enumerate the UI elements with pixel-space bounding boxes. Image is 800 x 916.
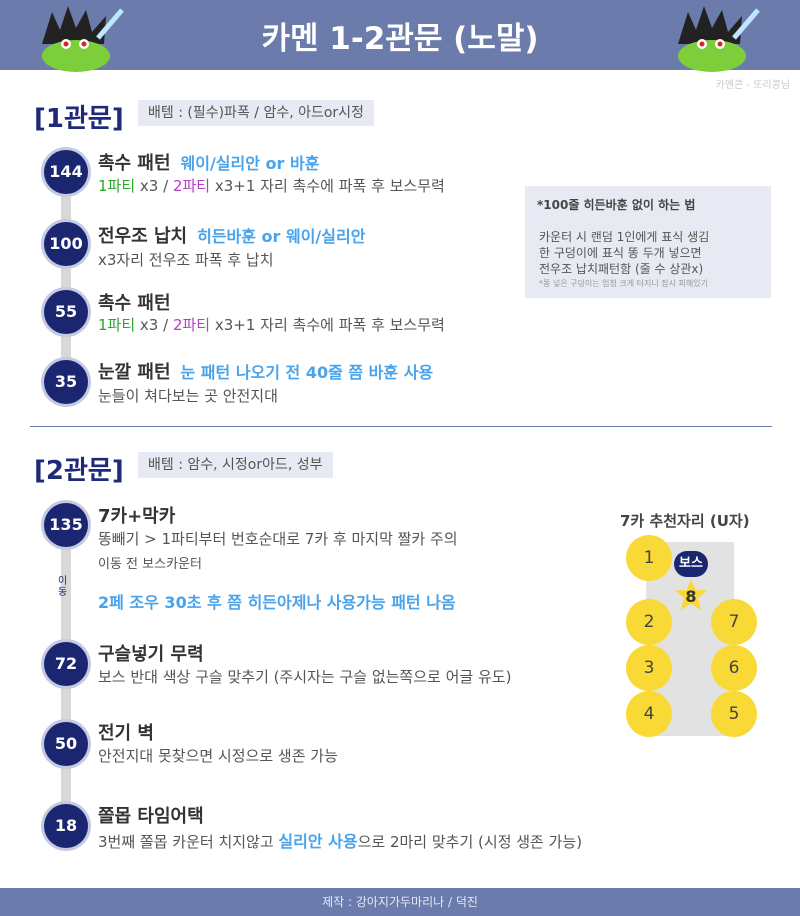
gate1-title: [1관문] [34,104,124,134]
seat-2: 2 [626,599,672,645]
section-divider [30,426,772,427]
tip-footnote: *똥 넣은 구덩이는 엄청 크게 터지니 잠시 피해있기 [539,279,708,288]
pattern-desc: 3번째 쫄몹 카운터 치지않고 실리안 사용으로 2마리 맞추기 (시정 생존 … [98,832,583,851]
seat-1: 1 [626,535,672,581]
seat-7: 7 [711,599,757,645]
pattern-highlight: 2페 조우 30초 후 쯤 히든아제나 사용가능 패턴 나옴 [98,593,456,612]
hp-badge: 72 [44,642,88,686]
hp-badge: 144 [44,150,88,194]
pattern-title: 촉수 패턴 [98,293,171,314]
footer-credit: 제작 : 강아지가두마리나 / 덕진 [0,888,800,916]
gate1-equip: 배템 : (필수)파폭 / 암수, 아드or시정 [138,100,374,126]
seat-5: 5 [711,691,757,737]
pattern-title: 눈깔 패턴 눈 패턴 나오기 전 40줄 쯤 바훈 사용 [98,362,434,383]
gate2-equip: 배템 : 암수, 시정or아드, 성부 [138,452,333,478]
tip-line: 카운터 시 랜덤 1인에게 표식 생김 [539,230,710,244]
pattern-title: 촉수 패턴 웨이/실리안 or 바훈 [98,153,320,174]
tip-title: *100줄 히든바훈 없이 하는 법 [537,198,696,212]
seat-6: 6 [711,645,757,691]
gate2-title: [2관문] [34,456,124,486]
pattern-desc: x3자리 전우조 파폭 후 납치 [98,251,274,269]
gate1-timeline [61,170,71,380]
seat-3: 3 [626,645,672,691]
header-banner: 카멘 1-2관문 (노말) [0,0,800,72]
hp-badge: 135 [44,503,88,547]
pattern-title: 전우조 납치 히든바훈 or 웨이/실리안 [98,226,366,247]
tip-line: 한 구덩이에 표식 똥 두개 넣으면 [539,246,702,260]
mascot-left-icon [42,6,124,72]
hp-badge: 50 [44,722,88,766]
seat-8: 8 [685,587,697,606]
header-credit: 카멘콘 - 또리콩님 [715,80,790,91]
hp-badge: 55 [44,290,88,334]
pattern-title: 쫄몹 타임어택 [98,806,204,827]
pattern-title: 구슬넣기 무력 [98,644,204,665]
hp-badge: 100 [44,222,88,266]
seat-diagram-title: 7카 추천자리 (U자) [620,512,750,530]
pattern-title: 전기 벽 [98,723,154,744]
star-icon [675,579,707,610]
tip-line: 전우조 납치패턴함 (줄 수 상관x) [539,262,704,276]
pattern-desc: 보스 반대 색상 구슬 맞추기 (주시자는 구슬 없는쪽으로 어글 유도) [98,668,512,686]
move-label: 이동 [58,576,68,598]
mascot-right-icon [678,6,760,72]
hp-badge: 35 [44,360,88,404]
hp-badge: 18 [44,804,88,848]
tip-box: *100줄 히든바훈 없이 하는 법 카운터 시 랜덤 1인에게 표식 생김 한… [525,186,771,298]
page-title: 카멘 1-2관문 (노말) [261,21,539,57]
pattern-desc: 안전지대 못찾으면 시정으로 생존 가능 [98,747,338,765]
pattern-desc: 똥빼기 > 1파티부터 번호순대로 7카 후 마지막 짤카 주의 [98,530,458,548]
pattern-desc: 눈들이 쳐다보는 곳 안전지대 [98,387,278,405]
pattern-title: 7카+막카 [98,506,176,527]
pattern-desc: 1파티 x3 / 2파티 x3+1 자리 촉수에 파폭 후 보스무력 [98,177,445,195]
pattern-desc: 이동 전 보스카운터 [98,557,202,572]
boss-marker: 보스 [674,551,708,577]
seat-4: 4 [626,691,672,737]
pattern-desc: 1파티 x3 / 2파티 x3+1 자리 촉수에 파폭 후 보스무력 [98,316,445,334]
